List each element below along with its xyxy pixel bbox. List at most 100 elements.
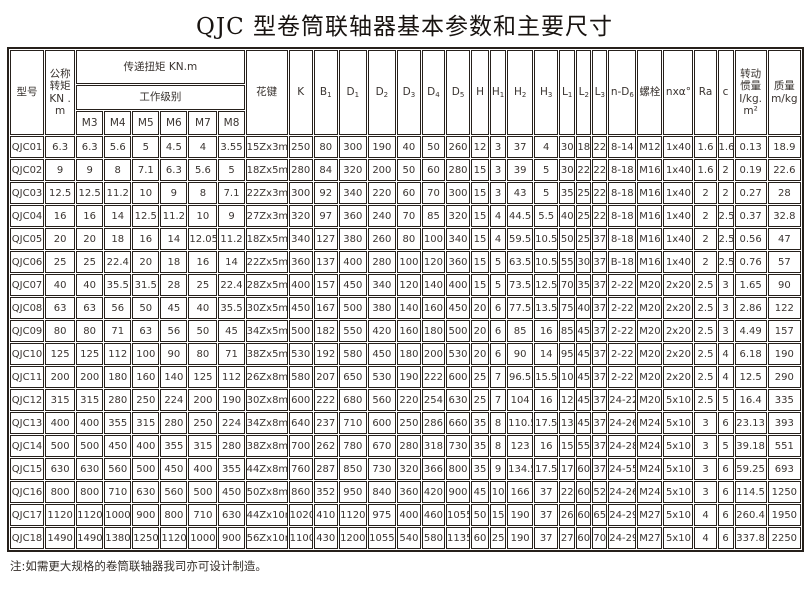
value-cell: 15 [471,228,490,250]
value-cell: 3 [717,274,734,296]
value-cell: 40 [188,297,218,319]
value-cell: 2-22 [608,274,637,296]
value-cell: 100 [396,251,421,273]
value-cell: 730 [445,435,471,457]
value-cell: 92 [313,182,338,204]
value-cell: 600 [445,366,471,388]
value-cell: 500 [445,320,471,342]
value-cell: 260 [445,136,471,158]
value-cell: 1x40 [663,182,694,204]
hdr-D2: D2 [367,50,396,135]
value-cell: 70 [396,205,421,227]
value-cell: 1055 [367,527,396,549]
value-cell: 37 [534,527,559,549]
model-cell: QJC02 [10,159,45,181]
value-cell: 39.18 [734,435,767,457]
value-cell: 190 [218,389,245,411]
value-cell: M20 [637,320,663,342]
value-cell: 24-26 [608,481,637,503]
model-cell: QJC07 [10,274,45,296]
value-cell: 9 [490,458,507,480]
value-cell: 400 [338,251,367,273]
value-cell: 8-18 [608,205,637,227]
value-cell: 710 [338,412,367,434]
value-cell: 35 [576,274,592,296]
hdr-L3: L3 [592,50,608,135]
value-cell: 0.37 [734,205,767,227]
value-cell: 182 [313,320,338,342]
value-cell: 207 [313,366,338,388]
value-cell: 12.05 [188,228,218,250]
hdr-H3: H3 [534,50,559,135]
hdr-grade-M5: M5 [132,111,160,135]
value-cell: 14 [218,251,245,273]
value-cell: 35.5 [218,297,245,319]
value-cell: 200 [367,159,396,181]
hdr-grade-M6: M6 [160,111,188,135]
value-cell: 5 [717,435,734,457]
value-cell: 134.5 [507,458,534,480]
hdr-Ra: Ra [694,50,717,135]
value-cell: 2.5 [694,274,717,296]
value-cell: 280 [218,435,245,457]
value-cell: 430 [313,527,338,549]
value-cell: 80 [188,343,218,365]
value-cell: 1380 [104,527,132,549]
value-cell: 200 [188,389,218,411]
value-cell: 37 [592,297,608,319]
value-cell: 45 [160,297,188,319]
value-cell: 22Zx3m [245,182,288,204]
value-cell: 37 [507,136,534,158]
value-cell: 37 [592,274,608,296]
model-cell: QJC13 [10,412,45,434]
value-cell: 5 [132,136,160,158]
value-cell: 10 [490,481,507,503]
value-cell: 50 [471,504,490,526]
value-cell: 24-26 [608,412,637,434]
value-cell: 420 [421,481,445,503]
value-cell: 38Zx8m [245,435,288,457]
value-cell: 56 [160,320,188,342]
table-row: QJC01 6.3 6.3 5.6 5 4.5 4 3.55 15Zx3m 250 80 300 190… [10,136,801,158]
value-cell: 47 [767,228,801,250]
value-cell: 37 [592,366,608,388]
value-cell: 35 [471,435,490,457]
value-cell: 20 [471,320,490,342]
value-cell: 77.5 [507,297,534,319]
value-cell: 160 [132,366,160,388]
value-cell: 6 [717,527,734,549]
value-cell: 70 [559,274,576,296]
value-cell: 50 [396,159,421,181]
value-cell: 630 [132,481,160,503]
value-cell: 1120 [338,504,367,526]
value-cell: 55 [559,251,576,273]
value-cell: 23.13 [734,412,767,434]
value-cell: 73.5 [507,274,534,296]
value-cell: 180 [421,320,445,342]
value-cell: 7.1 [218,182,245,204]
value-cell: 340 [338,182,367,204]
hdr-H2: H2 [507,50,534,135]
value-cell: M20 [637,274,663,296]
value-cell: 71 [218,343,245,365]
value-cell: 38Zx5m [245,343,288,365]
value-cell: 900 [445,481,471,503]
value-cell: 40 [576,297,592,319]
value-cell: M24 [637,435,663,457]
value-cell: 60 [576,527,592,549]
value-cell: 4 [694,504,717,526]
value-cell: 200 [421,343,445,365]
value-cell: 3 [694,435,717,457]
value-cell: 12 [559,389,576,411]
value-cell: 18 [104,228,132,250]
value-cell: 220 [367,182,396,204]
value-cell: 34Zx8m [245,412,288,434]
value-cell: 290 [767,366,801,388]
value-cell: 14 [534,343,559,365]
value-cell: B-18 [608,251,637,273]
value-cell: 25 [76,251,104,273]
value-cell: 15 [490,504,507,526]
value-cell: 1250 [132,527,160,549]
value-cell: 40 [45,274,76,296]
value-cell: 25 [576,205,592,227]
